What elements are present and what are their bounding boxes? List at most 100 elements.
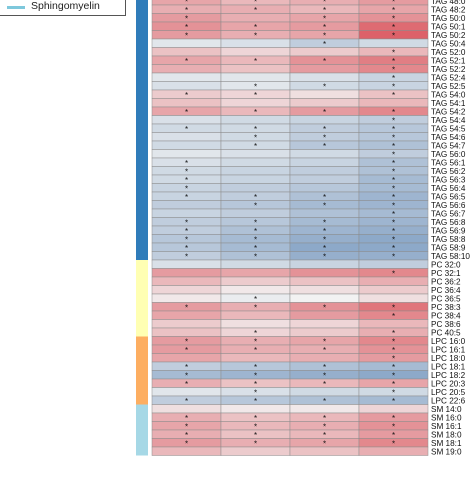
significance-mark: * xyxy=(392,329,395,338)
heatmap-cell xyxy=(151,404,222,414)
heatmap-cell xyxy=(358,446,429,456)
heatmap-cell xyxy=(151,149,222,159)
heatmap-cell xyxy=(220,319,291,329)
heatmap-cell xyxy=(289,276,360,286)
significance-mark: * xyxy=(254,388,257,397)
heatmap-cell xyxy=(289,387,360,397)
row-label: PC 32:0 xyxy=(431,260,461,269)
heatmap-cell xyxy=(151,276,222,286)
heatmap-cell xyxy=(289,404,360,414)
significance-mark: * xyxy=(392,176,395,185)
row-label: TAG 56:3 xyxy=(431,175,466,184)
significance-mark: * xyxy=(254,439,257,448)
heatmap-cell xyxy=(151,259,222,269)
significance-mark: * xyxy=(392,363,395,372)
heatmap-cell xyxy=(358,293,429,303)
row-label: TAG 54:5 xyxy=(431,124,466,133)
heatmap-cell xyxy=(289,259,360,269)
heatmap-cell xyxy=(289,285,360,295)
significance-mark: * xyxy=(392,91,395,100)
significance-mark: * xyxy=(392,439,395,448)
significance-mark: * xyxy=(323,14,326,23)
significance-mark: * xyxy=(323,371,326,380)
significance-mark: * xyxy=(254,380,257,389)
significance-mark: * xyxy=(323,82,326,91)
significance-mark: * xyxy=(323,193,326,202)
heatmap-cell xyxy=(151,208,222,218)
row-label: TAG 54:4 xyxy=(431,116,466,125)
heatmap-cell xyxy=(151,140,222,150)
heatmap-cell xyxy=(220,13,291,23)
heatmap-cell xyxy=(151,353,222,363)
row-label: LPC 18:0 xyxy=(431,354,466,363)
heatmap-cell xyxy=(220,174,291,184)
heatmap-cell xyxy=(289,89,360,99)
row-label: TAG 54:2 xyxy=(431,107,466,116)
significance-mark: * xyxy=(392,0,395,6)
row-label: SM 18:0 xyxy=(431,430,462,439)
row-label: TAG 56:0 xyxy=(431,150,466,159)
significance-mark: * xyxy=(392,414,395,423)
heatmap-cell xyxy=(358,404,429,414)
heatmap-cell xyxy=(151,98,222,108)
row-label: TAG 54:1 xyxy=(431,99,466,108)
row-label: TAG 58:9 xyxy=(431,243,466,252)
heatmap-cell xyxy=(220,310,291,320)
heatmap-cell xyxy=(289,115,360,125)
significance-mark: * xyxy=(185,227,188,236)
significance-mark: * xyxy=(392,397,395,406)
significance-mark: * xyxy=(323,57,326,66)
heatmap-cell xyxy=(151,72,222,82)
significance-mark: * xyxy=(323,227,326,236)
row-label: LPC 20:5 xyxy=(431,388,466,397)
row-label: TAG 54:0 xyxy=(431,90,466,99)
significance-mark: * xyxy=(185,167,188,176)
significance-mark: * xyxy=(254,218,257,227)
row-label: TAG 50:4 xyxy=(431,39,466,48)
significance-mark: * xyxy=(254,371,257,380)
heatmap-cell xyxy=(289,319,360,329)
heatmap-cell xyxy=(220,446,291,456)
row-label: TAG 50:2 xyxy=(431,31,466,40)
significance-mark: * xyxy=(323,397,326,406)
significance-mark: * xyxy=(392,337,395,346)
significance-mark: * xyxy=(185,159,188,168)
significance-mark: * xyxy=(185,303,188,312)
significance-mark: * xyxy=(185,57,188,66)
heatmap-cell xyxy=(151,446,222,456)
significance-mark: * xyxy=(392,65,395,74)
heatmap-cell xyxy=(151,200,222,210)
row-label: TAG 50:0 xyxy=(431,14,466,23)
significance-mark: * xyxy=(185,414,188,423)
heatmap-cell xyxy=(220,98,291,108)
significance-mark: * xyxy=(185,337,188,346)
row-label: LPC 20:3 xyxy=(431,379,466,388)
significance-mark: * xyxy=(392,31,395,40)
significance-mark: * xyxy=(392,227,395,236)
significance-mark: * xyxy=(323,337,326,346)
significance-mark: * xyxy=(254,414,257,423)
row-label: TAG 52:5 xyxy=(431,82,466,91)
heatmap-cell xyxy=(289,353,360,363)
significance-mark: * xyxy=(254,0,257,6)
row-label: TAG 56:4 xyxy=(431,184,466,193)
row-label: PC 38:3 xyxy=(431,303,461,312)
heatmap-cell xyxy=(151,293,222,303)
heatmap-cell xyxy=(358,285,429,295)
row-label: TAG 56:9 xyxy=(431,226,466,235)
heatmap-cell xyxy=(289,72,360,82)
heatmap-cell xyxy=(289,310,360,320)
significance-mark: * xyxy=(185,108,188,117)
heatmap-cell xyxy=(151,115,222,125)
heatmap-cell xyxy=(289,183,360,193)
significance-mark: * xyxy=(185,422,188,431)
legend-box: Sphingomyelin xyxy=(0,0,126,16)
significance-mark: * xyxy=(392,74,395,83)
significance-mark: * xyxy=(323,0,326,6)
heatmap-cell xyxy=(220,259,291,269)
significance-mark: * xyxy=(323,380,326,389)
heatmap-cell xyxy=(220,404,291,414)
significance-mark: * xyxy=(254,346,257,355)
significance-mark: * xyxy=(392,235,395,244)
